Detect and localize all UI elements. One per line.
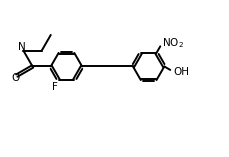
Text: NO$_2$: NO$_2$ xyxy=(162,36,184,50)
Text: N: N xyxy=(18,42,26,52)
Text: F: F xyxy=(52,82,57,92)
Text: O: O xyxy=(11,73,19,83)
Text: OH: OH xyxy=(174,67,190,77)
